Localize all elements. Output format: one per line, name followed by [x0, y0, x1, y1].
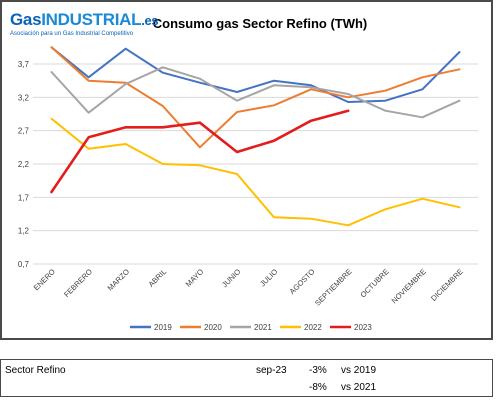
legend-label-2023: 2023 [354, 323, 372, 332]
series-line-2020 [50, 46, 461, 149]
series-line-2023 [50, 109, 350, 194]
x-tick-label: MAYO [184, 267, 206, 289]
legend-label-2022: 2022 [304, 323, 322, 332]
summary-table: Sector Refino sep-23 -3% vs 2019 -8% vs … [0, 359, 493, 397]
line-chart: Consumo gas Sector Refino (TWh) 0,7 1,2 1,… [18, 16, 478, 332]
x-tick-label: FEBRERO [62, 267, 94, 299]
x-tick-label: JULIO [258, 267, 280, 289]
x-tick-label: NOVIEMBRE [390, 267, 428, 305]
y-tick-label: 1,2 [18, 227, 30, 236]
summary-period: sep-23 [256, 365, 287, 376]
legend-label-2021: 2021 [254, 323, 272, 332]
y-axis-ticks: 0,7 1,2 1,7 2,2 2,7 3,2 3,7 [18, 60, 30, 269]
x-tick-label: JUNIO [220, 267, 242, 289]
x-tick-label: MARZO [106, 267, 132, 293]
logo-tagline: Asociación para un Gas Industrial Compet… [10, 31, 134, 37]
series-lines [50, 46, 461, 227]
y-tick-label: 1,7 [18, 193, 30, 202]
y-tick-label: 2,2 [18, 160, 30, 169]
summary-sector-label: Sector Refino [5, 365, 66, 376]
logo-brand-industrial: INDUSTRIAL [41, 10, 142, 29]
logo-brand-gas: Gas [10, 10, 42, 29]
series-line-2022 [50, 117, 461, 227]
summary-row-2-change: -8% [309, 382, 327, 393]
x-axis-ticks: ENERO FEBRERO MARZO ABRIL MAYO JUNIO JULIO AGOS… [32, 267, 465, 308]
y-tick-label: 2,7 [18, 127, 30, 136]
x-tick-label: OCTUBRE [358, 267, 390, 299]
chart-panel: GasINDUSTRIAL.es Asociación para un Gas … [0, 0, 493, 340]
x-tick-label: ENERO [32, 267, 57, 292]
series-line-2019 [50, 46, 461, 103]
logo-brand: GasINDUSTRIAL.es [10, 10, 160, 30]
summary-row-1-change: -3% [309, 365, 327, 376]
x-tick-label: SEPTIEMBRE [313, 267, 354, 308]
x-tick-label: DICIEMBRE [429, 267, 465, 303]
y-tick-label: 0,7 [18, 260, 30, 269]
legend-label-2019: 2019 [154, 323, 172, 332]
gasindustrial-logo: GasINDUSTRIAL.es Asociación para un Gas … [10, 10, 160, 44]
legend: 2019 2020 2021 2022 2023 [130, 323, 372, 332]
x-tick-label: ABRIL [147, 267, 169, 289]
logo-brand-tld: .es [141, 13, 159, 28]
legend-label-2020: 2020 [204, 323, 222, 332]
y-tick-label: 3,7 [18, 60, 30, 69]
chart-title: Consumo gas Sector Refino (TWh) [153, 16, 368, 31]
series-line-2021 [50, 66, 461, 119]
summary-row-2-comparison: vs 2021 [341, 382, 377, 393]
y-tick-label: 3,2 [18, 93, 30, 102]
summary-row-1-comparison: vs 2019 [341, 365, 377, 376]
x-tick-label: AGOSTO [288, 267, 317, 296]
